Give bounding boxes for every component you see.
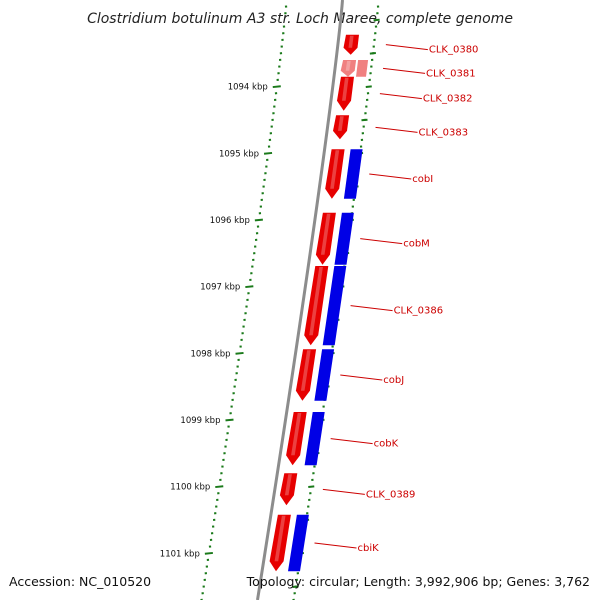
gene-arrow-highlight [300, 350, 311, 391]
position-label: 1097 kbp [200, 283, 240, 293]
cds-bar [322, 266, 347, 346]
gene-label: CLK_0389 [366, 489, 416, 500]
gene-labels: CLK_0380 CLK_0381 CLK_0382 CLK_0383 cobI cobM… [314, 44, 479, 554]
gene-arrow-highlight [274, 515, 286, 562]
gene-arrow-highlight [342, 77, 349, 101]
gene-arrow [343, 34, 359, 55]
gene-arrow [279, 473, 298, 506]
outer-major-tick [365, 85, 372, 88]
cds-bar [334, 212, 354, 265]
gene-label: cobM [403, 239, 430, 250]
gene-arrow [340, 60, 357, 77]
outer-major-tick [308, 485, 315, 488]
outer-major-tick [361, 118, 368, 122]
label-connector [340, 374, 383, 381]
outer-major-tick [292, 585, 299, 588]
label-connector [382, 67, 426, 74]
gene-track [269, 34, 369, 572]
label-connector [379, 93, 422, 100]
gene-label: CLK_0380 [429, 45, 479, 56]
cds-bar [304, 412, 325, 466]
gene-arrow [295, 349, 317, 401]
gene-arrow [304, 266, 329, 346]
gene-label: cbiK [357, 543, 379, 554]
major-tick [263, 151, 273, 155]
label-connector [375, 126, 418, 133]
gene-arrow [269, 514, 291, 572]
major-tick [215, 485, 224, 489]
cds-bar [314, 349, 335, 401]
outer-major-tick [369, 52, 376, 55]
gene-arrow-highlight [320, 213, 331, 255]
topology-text: Topology: circular; Length: 3,992,906 bp… [246, 574, 590, 589]
position-label: 1099 kbp [180, 416, 220, 426]
gene-label: CLK_0383 [419, 127, 469, 138]
position-label: 1094 kbp [228, 83, 268, 93]
gene-arrow [325, 149, 345, 199]
gene-arrow [286, 412, 307, 466]
label-connector [369, 173, 412, 180]
position-label: 1096 kbp [210, 216, 250, 226]
major-tick [204, 551, 213, 555]
gene-label: CLK_0381 [426, 68, 476, 79]
gene-label: CLK_0382 [423, 94, 473, 105]
gene-arrow [337, 76, 354, 111]
major-tick [235, 351, 244, 355]
cds-bar [343, 149, 363, 199]
label-connector [360, 238, 403, 245]
gene-arrow [315, 212, 336, 265]
label-connector [322, 488, 365, 495]
gene-arrow-highlight [338, 116, 344, 131]
gene-arrow-highlight [330, 150, 340, 189]
major-tick [225, 418, 234, 422]
gene-arrow [333, 115, 350, 140]
outer-major-tick [373, 18, 380, 22]
position-label: 1101 kbp [160, 549, 200, 559]
gene-label: cobJ [383, 375, 404, 386]
label-connector [330, 438, 373, 445]
gene-label: cobI [412, 174, 433, 185]
label-connector [350, 305, 393, 312]
genome-backbone [256, 0, 344, 600]
accession-text: Accession: NC_010520 [9, 574, 152, 589]
label-connector [385, 44, 428, 51]
position-label: 1100 kbp [170, 483, 210, 493]
major-tick [245, 285, 254, 289]
gene-label: cobK [374, 439, 399, 450]
genome-title: Clostridium botulinum A3 str. Loch Maree… [87, 11, 513, 27]
major-tick [272, 85, 281, 89]
gene-arrow-highlight [284, 474, 292, 496]
gene-label: CLK_0386 [394, 306, 444, 317]
cds-bar [288, 514, 309, 572]
gene-arrow-highlight [345, 61, 351, 71]
gene-arrow-highlight [291, 413, 302, 456]
major-tick [254, 218, 263, 222]
gene-arrow-highlight [309, 267, 323, 336]
gene-bar-light [356, 60, 369, 77]
gene-arrow-highlight [348, 35, 354, 48]
label-connector [314, 542, 357, 549]
position-label: 1095 kbp [219, 149, 259, 159]
position-label: 1098 kbp [190, 349, 230, 359]
